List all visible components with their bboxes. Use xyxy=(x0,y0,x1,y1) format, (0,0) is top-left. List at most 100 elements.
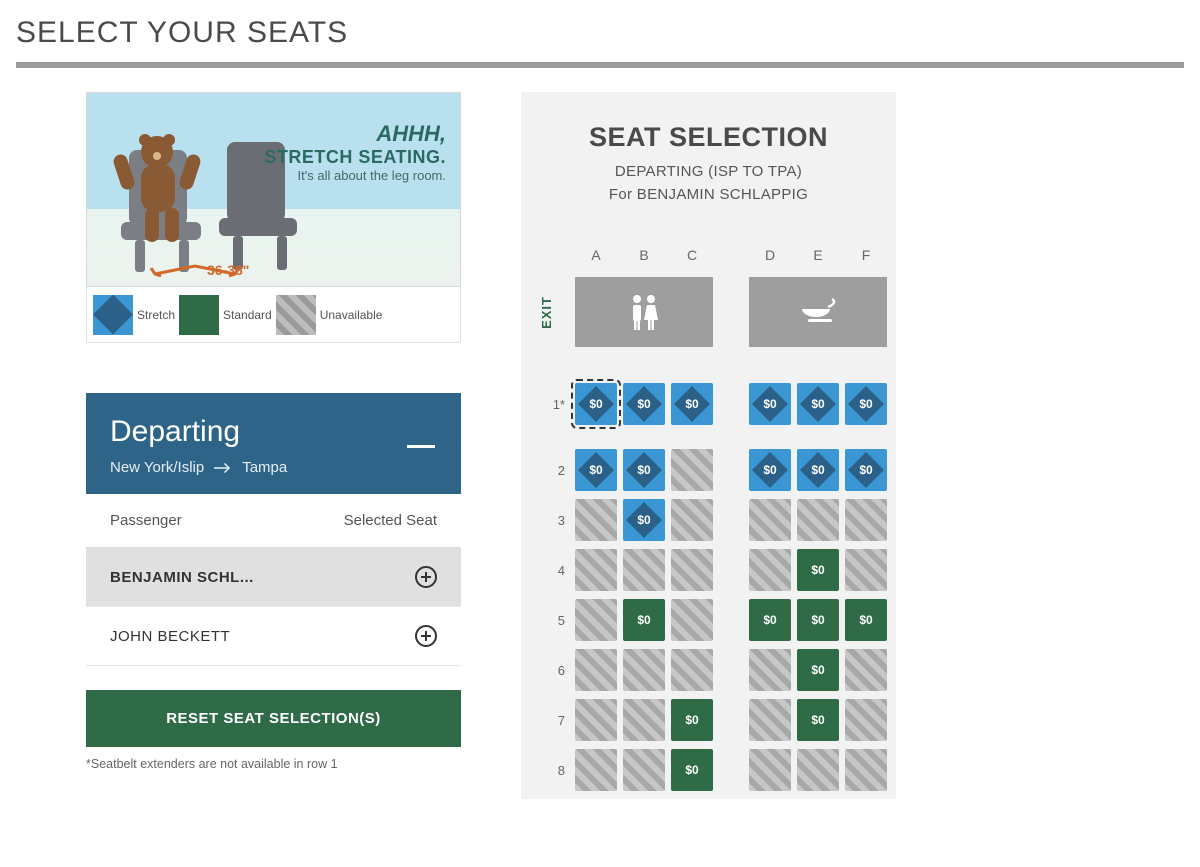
legend-stretch: Stretch xyxy=(93,295,175,335)
passenger-table-header: Passenger Selected Seat xyxy=(86,494,461,548)
seat-stretch[interactable]: $0 xyxy=(623,499,665,541)
seat-stretch[interactable]: $0 xyxy=(671,383,713,425)
seat-standard[interactable]: $0 xyxy=(845,599,887,641)
row-number-label: 8 xyxy=(539,763,569,778)
legend-unavailable: Unavailable xyxy=(276,295,383,335)
exit-label: EXIT xyxy=(539,296,569,329)
seat-unavail xyxy=(749,549,791,591)
departing-title: Departing xyxy=(110,415,437,449)
promo-line2: STRETCH SEATING. xyxy=(264,147,446,168)
seat-price: $0 xyxy=(859,397,872,411)
passenger-row[interactable]: BENJAMIN SCHL... xyxy=(86,548,461,607)
row-number-label: 4 xyxy=(539,563,569,578)
route-to: Tampa xyxy=(242,459,287,476)
seat-price: $0 xyxy=(763,463,776,477)
seat-unavail xyxy=(623,749,665,791)
passenger-list: BENJAMIN SCHL... JOHN BECKETT xyxy=(86,548,461,666)
seat-stretch[interactable]: $0 xyxy=(797,383,839,425)
stretch-swatch-icon xyxy=(93,295,133,335)
seat-row: 6 $0 xyxy=(539,649,878,691)
seat-standard[interactable]: $0 xyxy=(797,549,839,591)
seat-unavail xyxy=(749,499,791,541)
reset-seat-button[interactable]: RESET SEAT SELECTION(S) xyxy=(86,690,461,747)
legend-standard: Standard xyxy=(179,295,272,335)
seat-unavail xyxy=(797,499,839,541)
seat-map-panel: SEAT SELECTION DEPARTING (ISP TO TPA) Fo… xyxy=(521,92,896,799)
col-f-label: F xyxy=(845,247,887,263)
seat-unavail xyxy=(671,549,713,591)
seat-stretch[interactable]: $0 xyxy=(797,449,839,491)
seat-unavail xyxy=(575,549,617,591)
seat-standard[interactable]: $0 xyxy=(623,599,665,641)
seat-price: $0 xyxy=(859,463,872,477)
col-selected-seat-label: Selected Seat xyxy=(344,512,437,529)
collapse-icon[interactable] xyxy=(407,445,435,448)
seat-price: $0 xyxy=(763,397,776,411)
seat-unavail xyxy=(671,449,713,491)
add-seat-icon[interactable] xyxy=(415,566,437,588)
seat-unavail xyxy=(575,749,617,791)
seat-price: $0 xyxy=(589,397,602,411)
seat-standard[interactable]: $0 xyxy=(671,749,713,791)
left-column: AHHH, STRETCH SEATING. It's all about th… xyxy=(86,92,461,799)
passenger-row[interactable]: JOHN BECKETT xyxy=(86,607,461,666)
row-number-label: 2 xyxy=(539,463,569,478)
col-e-label: E xyxy=(797,247,839,263)
col-passenger-label: Passenger xyxy=(110,512,182,529)
row-number-label: 1* xyxy=(539,397,569,412)
seatmap-for-label: For BENJAMIN SCHLAPPIG xyxy=(539,186,878,203)
seat-price: $0 xyxy=(811,397,824,411)
departing-panel-header[interactable]: Departing New York/Islip Tampa xyxy=(86,393,461,494)
seat-standard[interactable]: $0 xyxy=(671,699,713,741)
seat-unavail xyxy=(575,649,617,691)
promo-banner: AHHH, STRETCH SEATING. It's all about th… xyxy=(86,92,461,287)
seat-standard[interactable]: $0 xyxy=(797,599,839,641)
legend-unavailable-label: Unavailable xyxy=(320,308,383,322)
seat-unavail xyxy=(797,749,839,791)
departing-route: New York/Islip Tampa xyxy=(110,459,437,476)
seat-stretch[interactable]: $0 xyxy=(845,449,887,491)
seat-price: $0 xyxy=(637,613,650,627)
seat-price: $0 xyxy=(685,713,698,727)
seat-price: $0 xyxy=(811,613,824,627)
col-a-label: A xyxy=(575,247,617,263)
seat-unavail xyxy=(671,499,713,541)
seat-stretch[interactable]: $0 xyxy=(749,449,791,491)
amenity-row: EXIT xyxy=(539,277,878,347)
seat-stretch[interactable]: $0 xyxy=(575,383,617,425)
seat-stretch[interactable]: $0 xyxy=(845,383,887,425)
col-b-label: B xyxy=(623,247,665,263)
seat-row: 3$0 xyxy=(539,499,878,541)
seat-standard[interactable]: $0 xyxy=(797,649,839,691)
seat-row: 4 $0 xyxy=(539,549,878,591)
header-divider xyxy=(16,62,1184,68)
seat-price: $0 xyxy=(811,663,824,677)
seat-unavail xyxy=(671,599,713,641)
seatmap-leg-label: DEPARTING (ISP TO TPA) xyxy=(539,163,878,180)
row-number-label: 6 xyxy=(539,663,569,678)
seat-row: 5$0$0$0$0 xyxy=(539,599,878,641)
seat-stretch[interactable]: $0 xyxy=(575,449,617,491)
legend-standard-label: Standard xyxy=(223,308,272,322)
add-seat-icon[interactable] xyxy=(415,625,437,647)
seatmap-title: SEAT SELECTION xyxy=(539,122,878,153)
promo-line1: AHHH, xyxy=(264,121,446,147)
col-c-label: C xyxy=(671,247,713,263)
passenger-name: BENJAMIN SCHL... xyxy=(110,569,254,586)
seat-unavail xyxy=(623,699,665,741)
row-number-label: 5 xyxy=(539,613,569,628)
unavailable-swatch-icon xyxy=(276,295,316,335)
seat-standard[interactable]: $0 xyxy=(749,599,791,641)
route-from: New York/Islip xyxy=(110,459,204,476)
seat-standard[interactable]: $0 xyxy=(797,699,839,741)
col-d-label: D xyxy=(749,247,791,263)
row-number-label: 7 xyxy=(539,713,569,728)
seat-unavail xyxy=(575,499,617,541)
seat-column-headers: A B C D E F xyxy=(539,247,878,263)
promo-line3: It's all about the leg room. xyxy=(264,168,446,183)
seat-stretch[interactable]: $0 xyxy=(623,449,665,491)
seat-stretch[interactable]: $0 xyxy=(749,383,791,425)
seat-stretch[interactable]: $0 xyxy=(623,383,665,425)
lavatory-icon xyxy=(575,277,713,347)
seat-unavail xyxy=(749,649,791,691)
